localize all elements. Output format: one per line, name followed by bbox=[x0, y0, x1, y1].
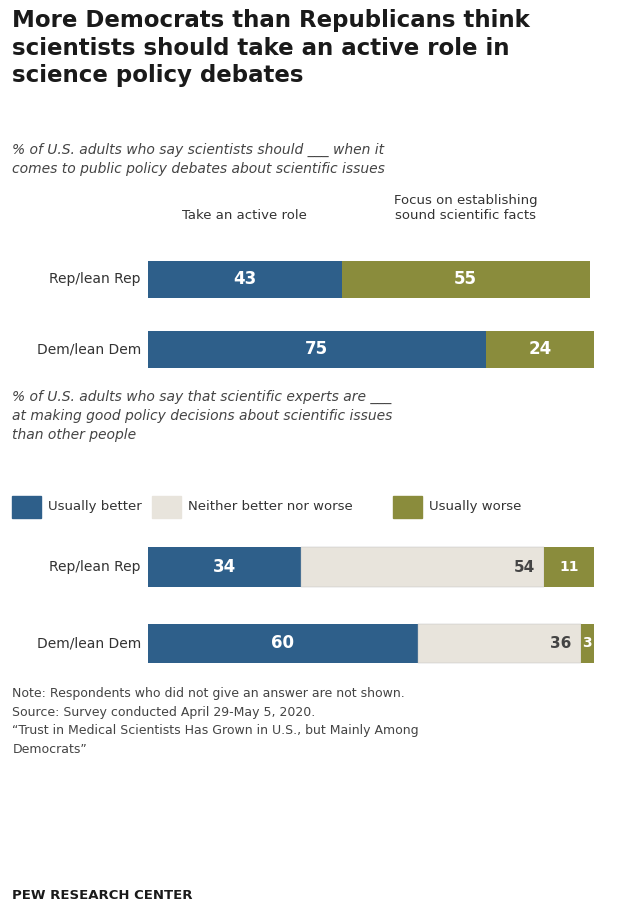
Text: 55: 55 bbox=[454, 271, 477, 289]
Text: Dem/lean Dem: Dem/lean Dem bbox=[37, 637, 141, 650]
Text: 11: 11 bbox=[559, 560, 579, 574]
Text: Focus on establishing
sound scientific facts: Focus on establishing sound scientific f… bbox=[394, 194, 538, 222]
Text: Note: Respondents who did not give an answer are not shown.
Source: Survey condu: Note: Respondents who did not give an an… bbox=[12, 687, 419, 756]
Bar bbox=[342, 261, 590, 298]
Text: 60: 60 bbox=[272, 634, 294, 652]
Text: PEW RESEARCH CENTER: PEW RESEARCH CENTER bbox=[12, 889, 193, 902]
FancyBboxPatch shape bbox=[393, 496, 422, 518]
Text: Rep/lean Rep: Rep/lean Rep bbox=[50, 560, 141, 574]
Bar bbox=[148, 623, 419, 663]
Bar bbox=[544, 548, 594, 587]
Text: 75: 75 bbox=[305, 340, 329, 358]
Bar bbox=[418, 623, 580, 663]
Bar bbox=[148, 548, 301, 587]
Text: 34: 34 bbox=[213, 558, 236, 576]
Text: % of U.S. adults who say that scientific experts are ___
at making good policy d: % of U.S. adults who say that scientific… bbox=[12, 390, 393, 442]
Text: 3: 3 bbox=[583, 637, 592, 650]
Text: Usually better: Usually better bbox=[48, 500, 142, 512]
Bar bbox=[148, 261, 342, 298]
Text: More Democrats than Republicans think
scientists should take an active role in
s: More Democrats than Republicans think sc… bbox=[12, 9, 530, 87]
FancyBboxPatch shape bbox=[153, 496, 181, 518]
Bar bbox=[148, 331, 486, 367]
Text: Dem/lean Dem: Dem/lean Dem bbox=[37, 343, 141, 356]
Bar bbox=[486, 331, 594, 367]
Bar bbox=[580, 623, 594, 663]
Text: Rep/lean Rep: Rep/lean Rep bbox=[50, 272, 141, 286]
Text: Usually worse: Usually worse bbox=[429, 500, 521, 512]
Text: 24: 24 bbox=[528, 340, 552, 358]
Text: 36: 36 bbox=[550, 636, 572, 651]
Text: % of U.S. adults who say scientists should ___ when it
comes to public policy de: % of U.S. adults who say scientists shou… bbox=[12, 143, 385, 176]
Text: Take an active role: Take an active role bbox=[182, 209, 307, 222]
FancyBboxPatch shape bbox=[12, 496, 41, 518]
Bar bbox=[301, 548, 544, 587]
Text: Neither better nor worse: Neither better nor worse bbox=[188, 500, 353, 512]
Text: 43: 43 bbox=[233, 271, 256, 289]
Text: 54: 54 bbox=[514, 559, 536, 575]
